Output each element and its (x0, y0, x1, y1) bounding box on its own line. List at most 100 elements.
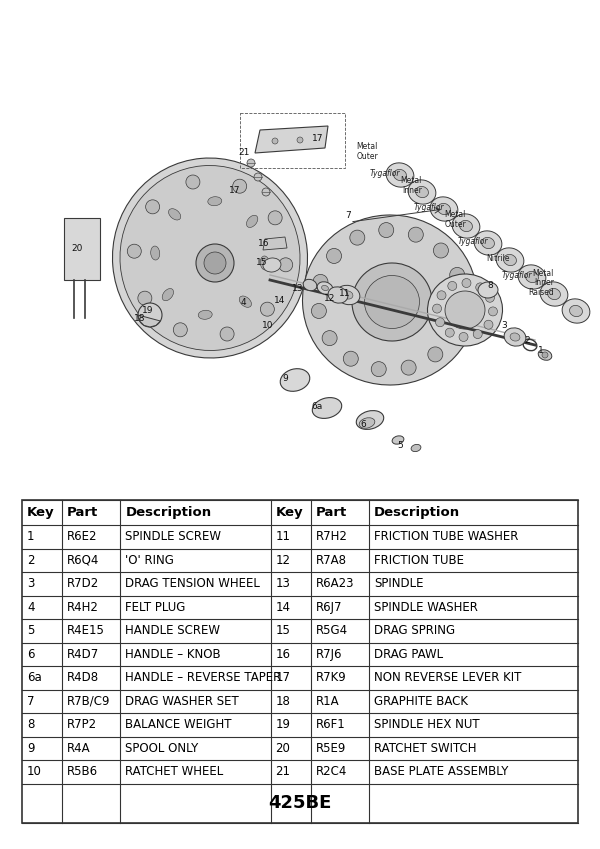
Text: R4H2: R4H2 (67, 601, 99, 614)
Ellipse shape (562, 299, 590, 323)
Circle shape (542, 352, 548, 358)
Text: R1A: R1A (316, 694, 339, 708)
Ellipse shape (365, 275, 419, 329)
Text: 9: 9 (27, 742, 35, 755)
Circle shape (437, 291, 446, 300)
Ellipse shape (196, 244, 234, 282)
Circle shape (343, 351, 358, 366)
Text: HANDLE SCREW: HANDLE SCREW (125, 624, 220, 638)
Ellipse shape (198, 310, 212, 319)
Text: Tygaflor: Tygaflor (413, 203, 444, 212)
Ellipse shape (394, 170, 406, 181)
Text: 11: 11 (275, 531, 290, 543)
Text: HANDLE – KNOB: HANDLE – KNOB (125, 648, 221, 661)
Circle shape (446, 324, 461, 340)
Bar (64, 218, 100, 280)
Ellipse shape (460, 221, 472, 232)
Circle shape (262, 188, 270, 196)
Text: 1: 1 (538, 346, 544, 355)
Ellipse shape (162, 289, 173, 301)
Circle shape (313, 274, 328, 290)
Bar (22, 500, 578, 525)
Ellipse shape (151, 246, 160, 260)
Text: 5: 5 (397, 441, 403, 449)
Ellipse shape (392, 436, 404, 444)
Circle shape (311, 303, 326, 318)
Text: SPOOL ONLY: SPOOL ONLY (125, 742, 199, 755)
Ellipse shape (411, 444, 421, 452)
Ellipse shape (112, 158, 308, 358)
Bar (22, 760, 578, 784)
Text: Tygaflor: Tygaflor (370, 169, 400, 178)
Text: 4: 4 (240, 297, 246, 306)
Circle shape (138, 303, 162, 327)
Ellipse shape (328, 287, 348, 303)
Ellipse shape (540, 282, 568, 306)
Ellipse shape (312, 397, 342, 419)
Text: Metal
Outer: Metal Outer (444, 211, 466, 229)
Ellipse shape (510, 333, 520, 341)
Text: Key: Key (275, 506, 303, 519)
Text: R6F1: R6F1 (316, 718, 346, 731)
Text: 14: 14 (275, 601, 290, 614)
Text: R5E9: R5E9 (316, 742, 346, 755)
Text: RATCHET SWITCH: RATCHET SWITCH (374, 742, 476, 755)
Ellipse shape (430, 197, 458, 221)
Circle shape (445, 329, 454, 337)
Text: R7H2: R7H2 (316, 531, 347, 543)
Text: DRAG TENSION WHEEL: DRAG TENSION WHEEL (125, 577, 260, 590)
Text: 21: 21 (238, 148, 250, 156)
Text: DRAG PAWL: DRAG PAWL (374, 648, 443, 661)
Ellipse shape (408, 180, 436, 204)
Text: 1: 1 (27, 531, 35, 543)
Text: R7P2: R7P2 (67, 718, 97, 731)
Text: R5B6: R5B6 (67, 765, 98, 779)
Text: RATCHET WHEEL: RATCHET WHEEL (125, 765, 224, 779)
Text: 9: 9 (282, 374, 288, 383)
Ellipse shape (503, 255, 517, 266)
Circle shape (272, 138, 278, 144)
Circle shape (220, 327, 234, 341)
Bar (22, 643, 578, 666)
Circle shape (454, 296, 469, 312)
Bar (22, 595, 578, 619)
Circle shape (436, 318, 445, 327)
Text: 15: 15 (275, 624, 290, 638)
Ellipse shape (496, 248, 524, 273)
Ellipse shape (416, 187, 428, 198)
Text: 6a: 6a (27, 672, 42, 684)
Ellipse shape (428, 274, 502, 346)
Circle shape (350, 230, 365, 245)
Text: SPINDLE SCREW: SPINDLE SCREW (125, 531, 221, 543)
Circle shape (268, 211, 282, 225)
Text: GRAPHITE BACK: GRAPHITE BACK (374, 694, 468, 708)
Bar (22, 619, 578, 643)
Text: 14: 14 (274, 295, 286, 305)
Text: Metal
Outer: Metal Outer (356, 143, 378, 161)
Text: 425BE: 425BE (268, 795, 332, 812)
Text: BALANCE WEIGHT: BALANCE WEIGHT (125, 718, 232, 731)
Text: 18: 18 (134, 313, 146, 323)
Text: 17: 17 (275, 672, 290, 684)
Circle shape (433, 304, 442, 313)
Text: Description: Description (125, 506, 212, 519)
Circle shape (488, 306, 497, 316)
Text: SPINDLE WASHER: SPINDLE WASHER (374, 601, 478, 614)
Text: 19: 19 (275, 718, 290, 731)
Text: FELT PLUG: FELT PLUG (125, 601, 186, 614)
Circle shape (254, 173, 262, 181)
Text: 8: 8 (487, 280, 493, 290)
Ellipse shape (518, 265, 546, 290)
Text: 21: 21 (275, 765, 290, 779)
Text: 6: 6 (27, 648, 35, 661)
Text: Part: Part (67, 506, 98, 519)
Ellipse shape (317, 282, 333, 295)
Text: FRICTION TUBE WASHER: FRICTION TUBE WASHER (374, 531, 518, 543)
Circle shape (371, 362, 386, 377)
Text: NON REVERSE LEVER KIT: NON REVERSE LEVER KIT (374, 672, 521, 684)
Text: R7B/C9: R7B/C9 (67, 694, 110, 708)
Text: BASE PLATE ASSEMBLY: BASE PLATE ASSEMBLY (374, 765, 508, 779)
Circle shape (462, 278, 471, 288)
Ellipse shape (208, 197, 222, 205)
Text: FRICTION TUBE: FRICTION TUBE (374, 554, 464, 567)
